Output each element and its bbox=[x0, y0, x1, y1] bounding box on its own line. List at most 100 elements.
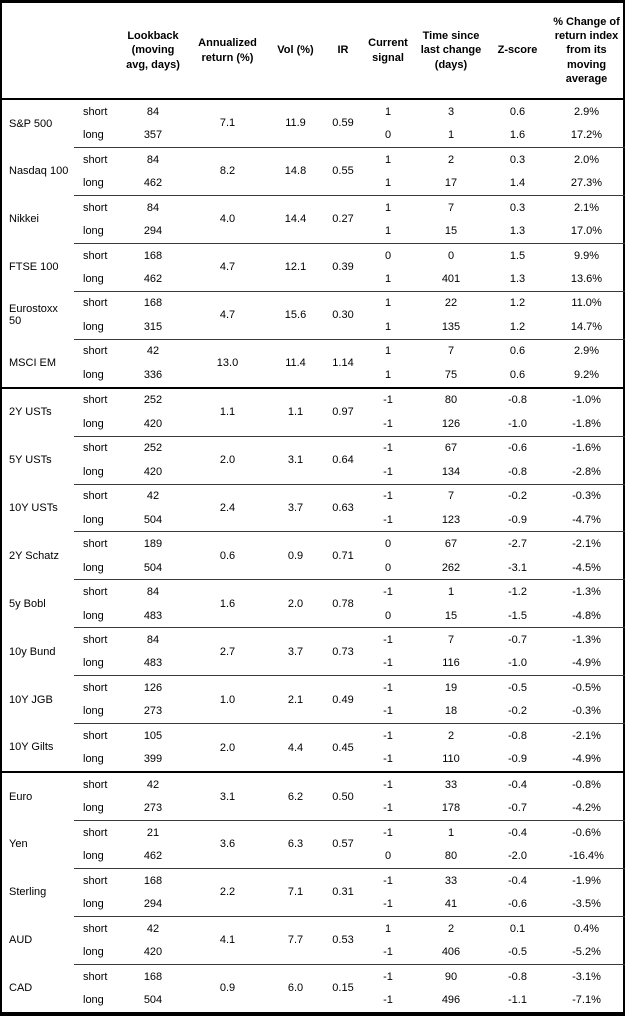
momentum-signals-table: Lookback (moving avg, days) Annualized re… bbox=[2, 3, 625, 1012]
pct-change-value: -5.2% bbox=[572, 946, 601, 959]
lookback-value: 315 bbox=[143, 320, 163, 333]
vol-value: 15.6 bbox=[268, 290, 323, 340]
leg-label: long bbox=[83, 368, 104, 381]
ir-value: 0.30 bbox=[323, 290, 363, 340]
current-signal-value: -1 bbox=[363, 963, 413, 989]
pct-change-value: 17.0% bbox=[570, 225, 603, 238]
table-body: S&P 500 short 84 7.1 11.9 0.59 1 3 0.6 2.9% long 35… bbox=[2, 99, 625, 1012]
asset-row-long: long 315 1 135 1.2 14.7% bbox=[2, 315, 625, 339]
current-signal-value: 0 bbox=[384, 850, 392, 863]
time-since-value: 2 bbox=[413, 146, 489, 172]
vol-value: 7.7 bbox=[268, 915, 323, 965]
lookback-value: 84 bbox=[146, 105, 160, 118]
leg-label: long bbox=[83, 513, 104, 526]
col-header-zscore: Z-score bbox=[489, 3, 546, 100]
leg-label: long bbox=[83, 129, 104, 142]
lookback-value: 420 bbox=[143, 946, 163, 959]
zscore-value: -0.5 bbox=[508, 946, 527, 959]
asset-row-short: S&P 500 short 84 7.1 11.9 0.59 1 3 0.6 2.9% bbox=[2, 99, 625, 130]
current-signal-value: -1 bbox=[363, 723, 413, 748]
zscore-value: -0.2 bbox=[508, 705, 527, 718]
vol-value: 11.9 bbox=[285, 117, 306, 130]
lookback-value: 357 bbox=[143, 129, 163, 142]
ir-value: 0.78 bbox=[323, 579, 363, 628]
leg-label: short bbox=[74, 338, 119, 364]
pct-change-value: -2.1% bbox=[546, 531, 625, 556]
leg-label: short bbox=[74, 435, 119, 461]
asset-row-long: long 462 0 80 -2.0 -16.4% bbox=[2, 845, 625, 869]
pct-change-value: 2.9% bbox=[573, 105, 600, 118]
asset-name: Euro bbox=[2, 771, 74, 821]
leg-label: short bbox=[74, 723, 119, 748]
time-since-value: 7 bbox=[413, 627, 489, 652]
zscore-value: 1.3 bbox=[509, 225, 526, 238]
current-signal-value: -1 bbox=[383, 994, 393, 1007]
lookback-value: 252 bbox=[119, 386, 187, 413]
leg-label: long bbox=[83, 946, 104, 959]
table-header: Lookback (moving avg, days) Annualized re… bbox=[2, 3, 625, 100]
current-signal-value: 1 bbox=[363, 290, 413, 316]
zscore-value: -1.1 bbox=[508, 994, 527, 1007]
asset-row-short: Yen short 21 3.6 6.3 0.57 -1 1 -0.4 -0.6% bbox=[2, 820, 625, 869]
asset-row-short: Sterling short 168 2.2 7.1 0.31 -1 33 -0.4 -1.9% bbox=[2, 868, 625, 917]
time-since-value: 2 bbox=[413, 915, 489, 941]
asset-row-long: long 420 -1 406 -0.5 -5.2% bbox=[2, 940, 625, 964]
current-signal-value: 1 bbox=[384, 105, 392, 118]
asset-name: Nasdaq 100 bbox=[9, 165, 69, 178]
asset-row-short: Eurostoxx 50 short 168 4.7 15.6 0.30 1 22 1.2 11.… bbox=[2, 290, 625, 340]
annualized-return-value: 1.6 bbox=[187, 579, 268, 628]
zscore-value: 1.6 bbox=[509, 129, 526, 142]
vol-value: 2.0 bbox=[268, 579, 323, 628]
asset-row-long: long 294 -1 41 -0.6 -3.5% bbox=[2, 892, 625, 916]
pct-change-value: -4.7% bbox=[572, 513, 601, 526]
lookback-value: 273 bbox=[143, 802, 163, 815]
current-signal-value: -1 bbox=[383, 705, 393, 718]
leg-label: long bbox=[83, 465, 104, 478]
asset-row-long: long 273 -1 18 -0.2 -0.3% bbox=[2, 700, 625, 724]
current-signal-value: -1 bbox=[383, 802, 393, 815]
asset-row-short: 10Y Gilts short 105 2.0 4.4 0.45 -1 2 -0.8 -2.1% bbox=[2, 723, 625, 773]
asset-name: MSCI EM bbox=[9, 356, 57, 369]
annualized-return-value: 2.4 bbox=[187, 483, 268, 532]
asset-row-short: 2Y Schatz short 189 0.6 0.9 0.71 0 67 -2.7 -2.1% bbox=[2, 531, 625, 580]
current-signal-value: 0 bbox=[384, 129, 392, 142]
leg-label: long bbox=[83, 320, 104, 333]
asset-name: Eurostoxx 50 bbox=[9, 303, 58, 328]
time-since-value: 17 bbox=[444, 177, 458, 190]
time-since-value: 1 bbox=[413, 579, 489, 604]
leg-label: long bbox=[83, 994, 104, 1007]
header-row: Lookback (moving avg, days) Annualized re… bbox=[2, 3, 625, 100]
asset-row-long: long 462 1 401 1.3 13.6% bbox=[2, 267, 625, 291]
pct-change-value: -1.9% bbox=[546, 868, 625, 893]
ir-value: 1.14 bbox=[323, 338, 363, 388]
asset-name: AUD bbox=[9, 934, 33, 947]
time-since-value: 496 bbox=[441, 994, 461, 1007]
lookback-value: 504 bbox=[143, 994, 163, 1007]
ir-value: 0.63 bbox=[323, 483, 363, 532]
pct-change-value: -1.3% bbox=[546, 627, 625, 652]
asset-name: 5y Bobl bbox=[9, 597, 46, 610]
current-signal-value: 0 bbox=[384, 609, 392, 622]
leg-label: long bbox=[83, 561, 104, 574]
lookback-value: 42 bbox=[119, 483, 187, 508]
pct-change-value: 9.2% bbox=[573, 368, 600, 381]
leg-label: short bbox=[74, 483, 119, 508]
current-signal-value: -1 bbox=[363, 868, 413, 893]
current-signal-value: -1 bbox=[363, 675, 413, 700]
leg-label: short bbox=[83, 105, 108, 118]
lookback-value: 168 bbox=[119, 290, 187, 316]
zscore-value: 1.3 bbox=[509, 272, 526, 285]
lookback-value: 168 bbox=[119, 242, 187, 268]
asset-row-long: long 483 0 15 -1.5 -4.8% bbox=[2, 604, 625, 628]
leg-label: long bbox=[83, 753, 104, 766]
current-signal-value: 1 bbox=[363, 915, 413, 941]
asset-row-short: Euro short 42 3.1 6.2 0.50 -1 33 -0.4 -0.8% bbox=[2, 771, 625, 821]
zscore-value: 1.2 bbox=[509, 320, 526, 333]
time-since-value: 2 bbox=[413, 723, 489, 748]
zscore-value: -0.9 bbox=[508, 513, 527, 526]
pct-change-value: 11.0% bbox=[546, 290, 625, 316]
ir-value: 0.97 bbox=[323, 386, 363, 437]
ir-value: 0.59 bbox=[332, 117, 354, 130]
time-since-value: 7 bbox=[413, 194, 489, 220]
asset-name: 10Y Gilts bbox=[9, 741, 54, 754]
